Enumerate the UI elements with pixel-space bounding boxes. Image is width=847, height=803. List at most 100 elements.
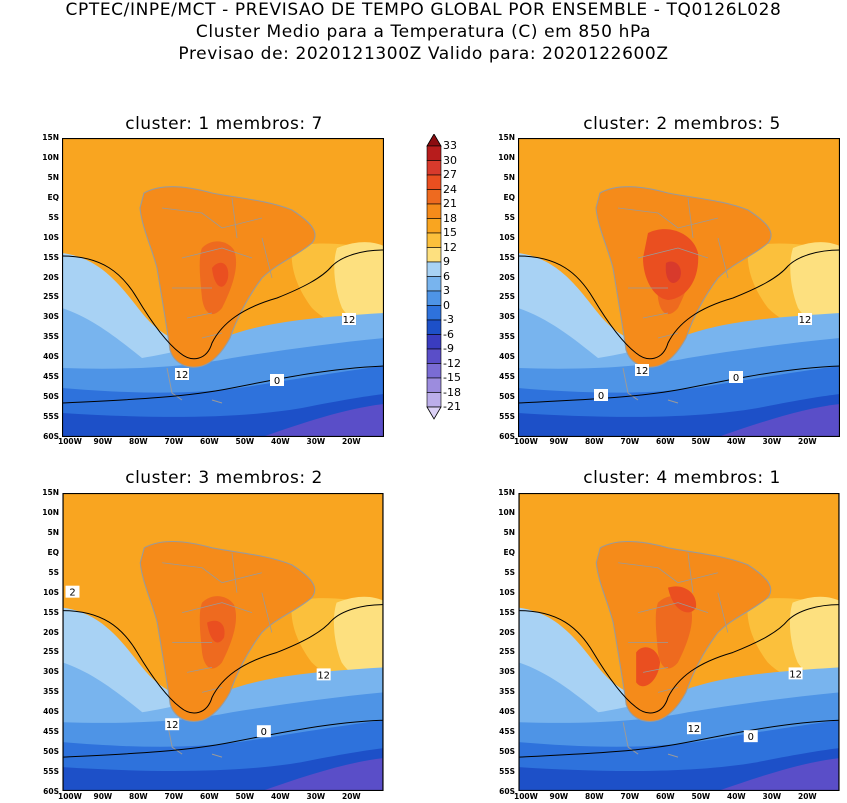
- contour-label-box: [316, 668, 331, 681]
- colorbar-label: 12: [443, 240, 457, 254]
- contour-label-box: [175, 368, 189, 380]
- colorbar-segment: [426, 305, 442, 321]
- lat-tick-label: 35S: [43, 687, 59, 697]
- lat-tick-label: 55S: [499, 767, 515, 777]
- contour-line-1: [518, 719, 840, 758]
- lon-tick-label: 30W: [306, 792, 326, 801]
- contour-label: 0: [261, 727, 267, 738]
- lat-tick-label: 20S: [43, 627, 59, 637]
- lat-tick-label: 30S: [499, 312, 515, 322]
- patagonia-outline: [622, 367, 679, 404]
- contour-label: 0: [748, 732, 754, 743]
- hot-spot-0: [212, 262, 229, 287]
- lat-tick-label: EQ: [503, 192, 516, 202]
- colorbar-label: 3: [443, 284, 450, 297]
- hot-spot-0: [636, 647, 661, 687]
- panel-4-title: cluster: 4 membros: 1: [583, 468, 781, 488]
- lat-tick-label: EQ: [47, 547, 60, 557]
- lat-tick-label: 35S: [499, 332, 515, 342]
- lon-tick-label: 50W: [691, 437, 711, 446]
- temp-field-band-8: [261, 758, 384, 791]
- colorbar-label: 15: [443, 226, 457, 239]
- contour-line-0: [518, 604, 840, 714]
- lat-tick-label: 15N: [498, 133, 515, 142]
- lat-tick-label: 10S: [43, 587, 59, 597]
- lon-tick-label: 80W: [129, 792, 148, 801]
- lat-tick-label: 10N: [498, 152, 515, 162]
- lon-tick-label: 60W: [200, 792, 219, 801]
- lat-tick-label: 60S: [43, 787, 59, 796]
- panel-2-title: cluster: 2 membros: 5: [583, 114, 781, 134]
- colorbar-label: 27: [443, 168, 457, 181]
- contour-label: 12: [343, 315, 356, 326]
- land-warm-field-1: [655, 596, 693, 669]
- header-line-3: Previsao de: 2020121300Z Valido para: 20…: [178, 44, 669, 64]
- lon-tick-label: 30W: [762, 792, 782, 801]
- contour-label: 12: [789, 669, 802, 680]
- lat-tick-label: 25S: [499, 647, 515, 657]
- contour-label-box: [342, 313, 356, 325]
- colorbar-segment: [426, 348, 442, 364]
- panel-3-title: cluster: 3 membros: 2: [125, 468, 323, 488]
- colorbar-segment: [426, 261, 442, 277]
- contour-line-1: [62, 719, 384, 758]
- contour-label: 0: [733, 373, 739, 384]
- continent-outline: [595, 540, 772, 722]
- contour-label-box: [686, 722, 701, 735]
- contour-line-1: [518, 365, 840, 404]
- contour-label: 12: [317, 670, 330, 681]
- lon-tick-label: 90W: [93, 792, 113, 801]
- lat-tick-label: 60S: [499, 787, 515, 796]
- lon-tick-label: 90W: [549, 437, 569, 446]
- lat-tick-label: 5S: [48, 567, 59, 577]
- contour-label: 12: [176, 370, 189, 381]
- panel-1-title: cluster: 1 membros: 7: [125, 114, 323, 134]
- colorbar-segment: [426, 334, 442, 350]
- colorbar-label: -15: [443, 371, 461, 384]
- contour-label-box: [743, 730, 758, 743]
- country-borders: [618, 552, 729, 693]
- lon-tick-label: 60W: [200, 437, 219, 446]
- lon-tick-label: 100W: [514, 437, 538, 446]
- patagonia-outline: [166, 367, 223, 404]
- lon-tick-label: 70W: [164, 437, 184, 446]
- colorbar-label: 18: [443, 211, 457, 225]
- contour-label: 12: [688, 724, 701, 735]
- colorbar-label: 21: [443, 197, 457, 210]
- colorbar-label: -18: [443, 385, 461, 399]
- temp-field-band-8: [718, 404, 840, 437]
- lat-tick-label: 15N: [498, 488, 515, 497]
- lon-tick-label: 80W: [585, 792, 604, 801]
- lat-tick-label: 45S: [43, 727, 59, 737]
- contour-label: 12: [166, 720, 179, 731]
- lat-tick-label: 5N: [47, 527, 60, 537]
- lon-tick-label: 80W: [129, 437, 148, 446]
- contour-line-0: [62, 604, 384, 714]
- lon-tick-label: 20W: [798, 792, 817, 801]
- hot-spot-1: [665, 261, 681, 283]
- colorbar-segment: [426, 203, 442, 219]
- lat-tick-label: 20S: [499, 627, 515, 637]
- lat-tick-label: 5S: [48, 212, 59, 222]
- lat-tick-label: 50S: [43, 747, 59, 757]
- lat-tick-label: 35S: [499, 687, 515, 697]
- lon-tick-label: 20W: [342, 792, 361, 801]
- lon-tick-label: 70W: [620, 792, 640, 801]
- lon-tick-label: 40W: [271, 792, 290, 801]
- continent-outline: [595, 186, 772, 368]
- lat-tick-label: 15S: [43, 607, 59, 617]
- lat-tick-label: 15S: [499, 252, 515, 262]
- lat-tick-label: 10N: [42, 152, 59, 162]
- lat-tick-label: 20S: [499, 272, 515, 282]
- contour-label-box: [788, 667, 803, 680]
- colorbar-segment: [426, 392, 442, 408]
- lon-tick-label: 50W: [235, 437, 255, 446]
- colorbar-label: -21: [443, 400, 461, 413]
- lat-tick-label: 55S: [43, 412, 59, 422]
- lat-tick-label: 5N: [503, 527, 516, 537]
- lon-tick-label: 80W: [585, 437, 604, 446]
- colorbar-label: 6: [443, 269, 450, 283]
- colorbar: [426, 134, 442, 420]
- temp-field-band-8: [717, 758, 840, 791]
- lat-tick-label: 30S: [499, 667, 515, 677]
